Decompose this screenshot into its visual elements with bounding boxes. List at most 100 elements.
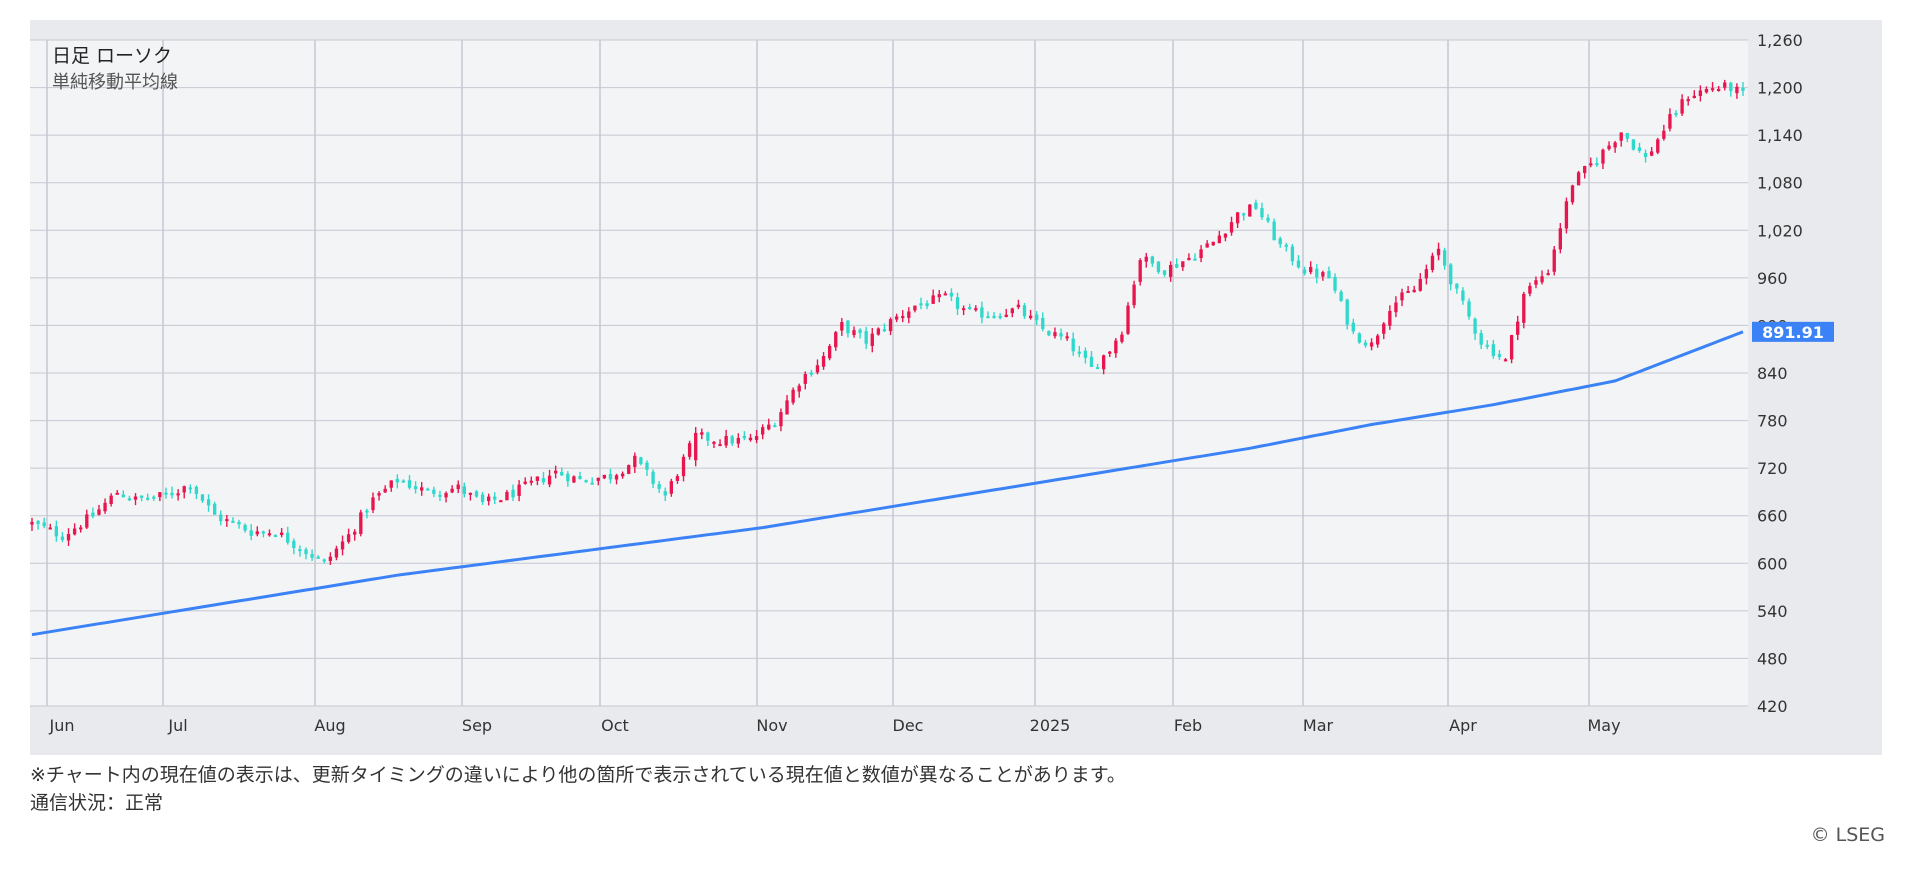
candle-body [553, 470, 558, 474]
candle-body [1199, 249, 1203, 259]
candle-body [1217, 235, 1222, 244]
candle-body [1649, 151, 1654, 156]
candle-body [913, 305, 917, 311]
candle-body [1406, 291, 1410, 294]
candle-body [943, 293, 948, 296]
y-tick-label: 960 [1757, 269, 1788, 288]
candle-body [858, 329, 862, 334]
candle-body [1193, 258, 1197, 261]
candle-body [651, 471, 655, 484]
candle-body [736, 437, 740, 444]
candle-body [1363, 342, 1368, 346]
candle-body [1235, 212, 1240, 224]
candle-body [1156, 261, 1161, 273]
candle-body [961, 308, 966, 311]
candle-body [237, 521, 241, 525]
candle-body [152, 496, 156, 499]
sma-value-text: 891.91 [1762, 323, 1824, 342]
candle-body [1327, 270, 1331, 279]
candle-body [401, 480, 406, 483]
candle-body [407, 480, 412, 488]
candle-body [121, 494, 126, 498]
candle-body [669, 481, 674, 494]
candle-body [687, 443, 692, 457]
candle-body [1168, 264, 1173, 277]
candle-body [590, 482, 594, 485]
candle-body [1576, 172, 1581, 186]
candle-body [292, 540, 296, 548]
candle-body [1229, 222, 1234, 233]
candle-body [1357, 333, 1362, 343]
candle-body [1601, 149, 1605, 164]
candle-body [888, 319, 893, 332]
candle-body [834, 332, 838, 348]
candle-body [968, 307, 972, 310]
candle-body [213, 503, 217, 515]
candle-body [1424, 269, 1429, 279]
candle-body [761, 427, 765, 435]
candle-body [870, 333, 874, 346]
candle-body [1704, 88, 1709, 93]
candle-body [328, 556, 333, 561]
candle-body [310, 554, 314, 558]
candle-body [827, 345, 832, 359]
y-tick-label: 1,200 [1757, 79, 1803, 98]
candle-body [602, 474, 607, 479]
candle-body [974, 308, 978, 311]
candle-body [1570, 185, 1575, 203]
candle-body [1059, 333, 1063, 337]
chart-title: 日足 ローソク [52, 45, 172, 67]
candle-body [426, 488, 430, 491]
x-tick-label: Mar [1303, 716, 1334, 735]
candle-body [1077, 351, 1081, 354]
candle-body [1382, 323, 1386, 334]
candle-body [1716, 89, 1721, 92]
candle-body [560, 471, 564, 476]
candle-body [334, 548, 339, 558]
candle-body [785, 400, 789, 415]
candle-body [267, 533, 272, 536]
candle-body [1248, 204, 1252, 217]
candle-body [139, 495, 144, 498]
candle-body [1692, 95, 1696, 99]
copyright: © LSEG [1810, 824, 1885, 846]
candle-body [1583, 166, 1587, 174]
y-tick-label: 1,020 [1757, 221, 1803, 240]
candle-body [1589, 163, 1593, 166]
candle-body [42, 522, 46, 527]
candle-body [176, 493, 180, 496]
candle-body [1083, 350, 1088, 358]
sma-value-box [1752, 321, 1834, 342]
candle-body [541, 478, 546, 483]
candle-body [1509, 335, 1514, 360]
candle-body [1741, 87, 1745, 91]
candle-body [1041, 317, 1045, 329]
candle-body [474, 491, 479, 497]
candle-body [1436, 248, 1441, 256]
candle-body [487, 496, 491, 502]
candle-body [608, 473, 613, 480]
candle-body [1546, 273, 1550, 276]
candle-body [1613, 142, 1617, 148]
candle-body [633, 455, 637, 468]
candle-body [700, 432, 704, 435]
candle-body [657, 484, 661, 489]
candle-body [1637, 147, 1642, 151]
candle-body [462, 486, 466, 494]
sma-last-value: 891.91 [1752, 321, 1834, 342]
y-tick-label: 1,140 [1757, 126, 1803, 145]
candle-body [1631, 139, 1636, 150]
y-tick-label: 840 [1757, 364, 1788, 383]
candle-body [742, 435, 747, 439]
candle-body [389, 480, 393, 488]
candle-body [1028, 315, 1033, 319]
candle-body [1333, 276, 1337, 291]
candle-body [754, 436, 759, 440]
candle-body [1729, 82, 1733, 92]
candle-body [1022, 305, 1027, 317]
x-tick-label: Aug [314, 716, 345, 735]
candle-body [1126, 305, 1130, 334]
candle-body [480, 494, 485, 502]
candle-body [1503, 359, 1508, 362]
candle-body [535, 476, 540, 481]
